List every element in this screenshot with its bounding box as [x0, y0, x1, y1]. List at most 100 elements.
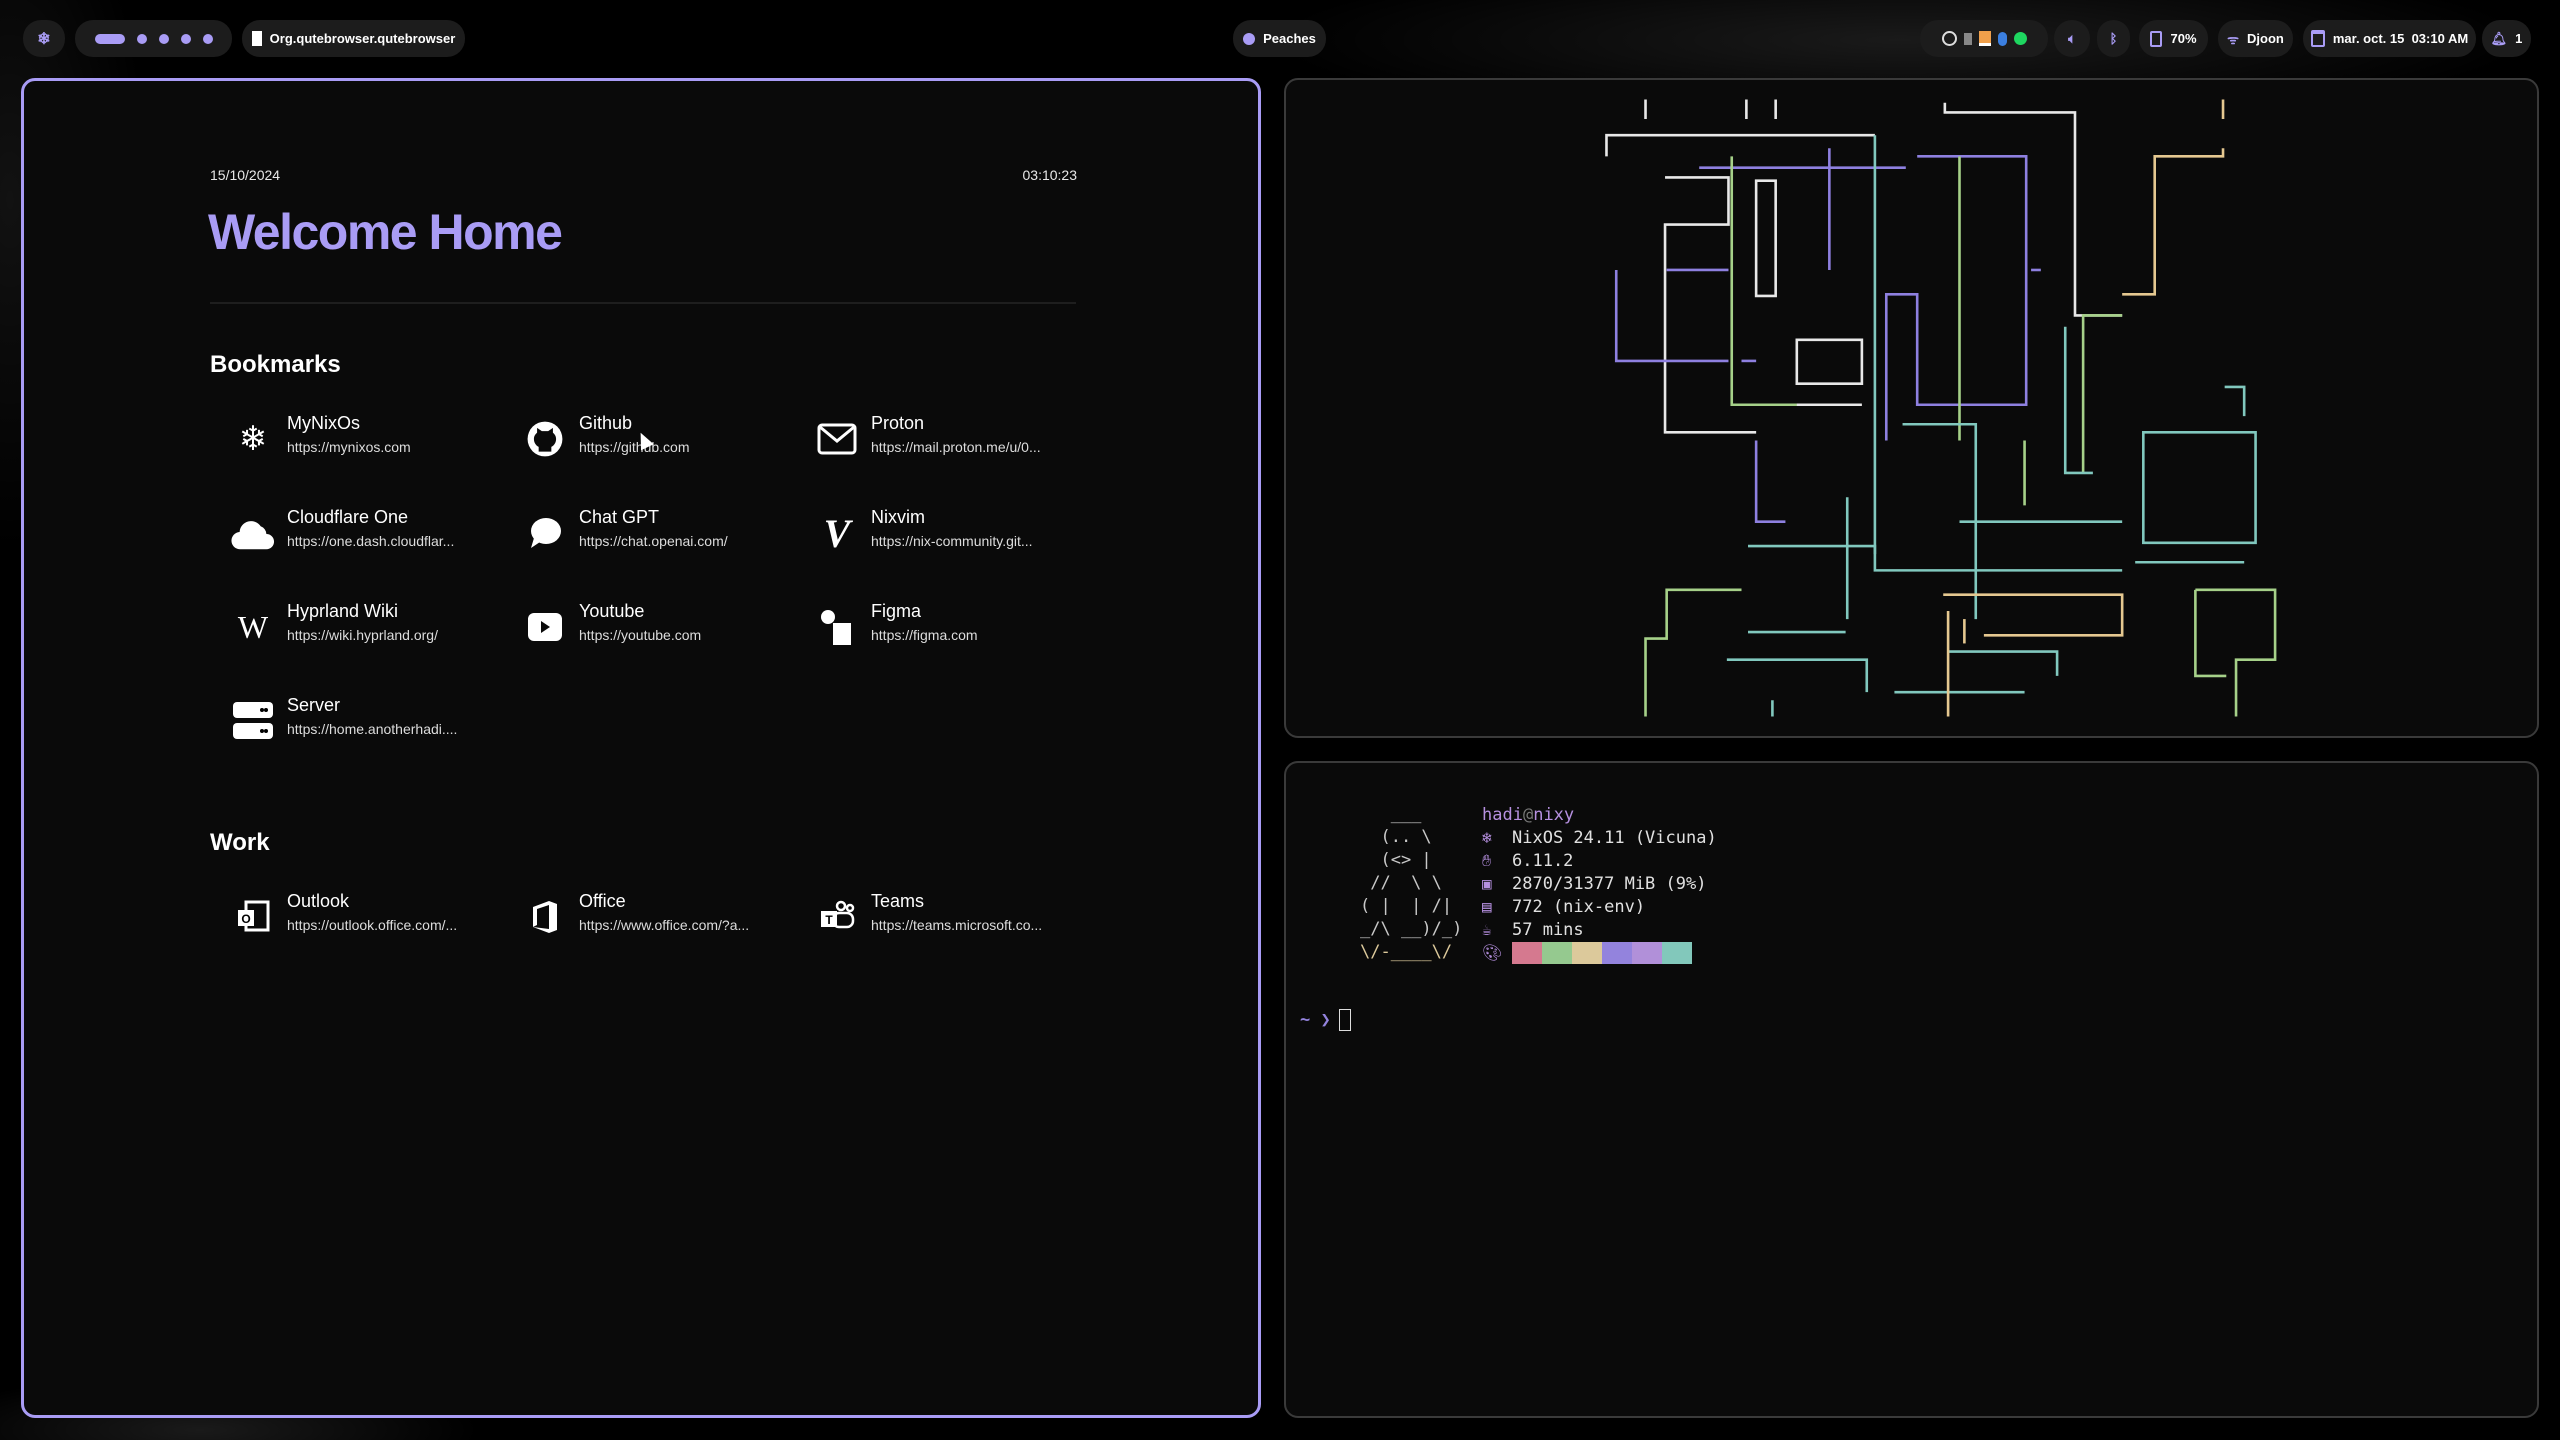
bookmark-figma[interactable]: Figma https://figma.com [815, 601, 1095, 661]
volume-button[interactable]: 🔈︎ [2054, 20, 2090, 57]
bookmark-name: MyNixOs [287, 413, 360, 433]
media-title: Peaches [1263, 31, 1316, 46]
bookmark-name: Office [579, 891, 626, 911]
workspace-4-button[interactable] [180, 33, 191, 44]
github-icon [523, 417, 567, 461]
ascii-line: \/-____\/ [1360, 942, 1453, 962]
hostname: nixy [1533, 804, 1575, 825]
bluetooth-button[interactable]: ᛒ [2097, 20, 2130, 57]
divider [210, 302, 1076, 304]
mail-icon [815, 417, 859, 461]
bookmark-url: https://nix-community.git... [871, 533, 1033, 549]
pipes-yellow [1943, 99, 2225, 717]
shell-prompt: ~ ❯ [1300, 1010, 1331, 1030]
bookmark-mynixos[interactable]: ❄ MyNixOs https://mynixos.com [231, 413, 511, 473]
info-row: ☕︎ 57 mins [1482, 918, 1584, 941]
system-tray [1920, 20, 2048, 57]
pipes-purple [1614, 148, 2041, 523]
ascii-line: (.. \ [1360, 827, 1432, 847]
color-palette: 🎨︎ [1482, 941, 1692, 964]
browser-window[interactable]: 15/10/2024 03:10:23 Welcome Home Bookmar… [21, 78, 1261, 1418]
wikipedia-icon: W [237, 608, 269, 645]
bookmark-github[interactable]: Github https://github.com [523, 413, 803, 473]
window-title-text: Org.qutebrowser.qutebrowser [269, 31, 456, 46]
outlook-icon: O [231, 895, 275, 939]
kernel-icon: ✋︎ [1482, 850, 1492, 870]
bookmark-nixvim[interactable]: V Nixvim https://nix-community.git... [815, 507, 1095, 567]
launcher-button[interactable]: ❄ [23, 20, 65, 57]
ascii-line: (<> | [1360, 850, 1432, 870]
username: hadi [1482, 804, 1523, 825]
disc-icon[interactable] [1941, 31, 1957, 46]
spotify-icon[interactable] [2013, 32, 2027, 45]
wifi-indicator[interactable]: ᯤ Djoon [2218, 20, 2293, 57]
bookmark-url: https://github.com [579, 439, 690, 455]
nix-snowflake-icon: ❄ [1482, 828, 1492, 847]
office-icon [523, 895, 567, 939]
ascii-line: ___ [1360, 804, 1422, 824]
bookmark-youtube[interactable]: Youtube https://youtube.com [523, 601, 803, 661]
color-swatch [1572, 941, 1602, 964]
workspace-1-button[interactable] [94, 33, 125, 44]
bookmark-name: Hyprland Wiki [287, 601, 399, 621]
drive-icon[interactable] [1978, 31, 1991, 46]
bookmark-hyprland-wiki[interactable]: W Hyprland Wiki https://wiki.hyprland.org/ [231, 601, 511, 661]
notifications-button[interactable]: 🔔︎ 1 [2482, 20, 2531, 57]
bookmark-name: Outlook [287, 891, 350, 911]
prompt-line[interactable]: ~ ❯ [1300, 1009, 1351, 1031]
nix-snowflake-icon: ❄ [37, 30, 51, 48]
color-swatch [1602, 941, 1632, 964]
memory-chip-icon: ▣ [1482, 874, 1492, 893]
bluetooth-icon[interactable] [1997, 31, 2007, 46]
bluetooth-icon: ᛒ [2109, 31, 2118, 46]
pipes-animation [1605, 99, 2277, 717]
nix-snowflake-icon: ❄ [238, 420, 268, 458]
palette-icon: 🎨︎ [1482, 943, 1503, 962]
bookmark-name: Server [287, 695, 341, 715]
color-swatch [1632, 941, 1662, 964]
time: 03:10:23 [1022, 167, 1078, 183]
info-row: ▤ 772 (nix-env) [1482, 895, 1645, 918]
bookmark-name: Teams [871, 891, 925, 911]
ascii-line: _/\ __)/_) [1360, 919, 1463, 939]
pipes-green [1644, 156, 2277, 717]
info-row: ▣ 2870/31377 MiB (9%) [1482, 872, 1706, 895]
pipes-white [1605, 99, 2123, 434]
bookmark-url: https://chat.openai.com/ [579, 533, 728, 549]
workspace-5-button[interactable] [202, 33, 213, 44]
keepassxc-icon[interactable] [1963, 32, 1972, 45]
bookmark-proton[interactable]: Proton https://mail.proton.me/u/0... [815, 413, 1095, 473]
clock[interactable]: mar. oct. 15 03:10 AM [2303, 20, 2476, 57]
bookmark-name: Figma [871, 601, 922, 621]
info-text: 57 mins [1512, 919, 1584, 940]
terminal-window[interactable]: ___ (.. \ (<> | // \ \ ( | | /| _/\ __)/_)… [1284, 761, 2539, 1418]
bookmark-name: Youtube [579, 601, 645, 621]
bookmark-url: https://teams.microsoft.co... [871, 917, 1043, 933]
bookmark-server[interactable]: Server https://home.anotherhadi.... [231, 695, 511, 755]
section-heading: Work [210, 829, 270, 856]
bookmark-outlook[interactable]: O Outlook https://outlook.office.com/... [231, 891, 511, 951]
workspace-2-button[interactable] [136, 33, 147, 44]
pipes-terminal-window[interactable] [1284, 78, 2539, 738]
bookmark-name: Github [579, 413, 633, 433]
workspace-3-button[interactable] [158, 33, 169, 44]
battery-indicator[interactable]: 70% [2139, 20, 2208, 57]
media-player[interactable]: Peaches [1233, 20, 1326, 57]
date: 15/10/2024 [210, 167, 281, 183]
svg-text:O: O [241, 912, 250, 926]
info-row: ❄ NixOS 24.11 (Vicuna) [1482, 826, 1717, 849]
section-heading: Bookmarks [210, 351, 341, 378]
bookmark-url: https://one.dash.cloudflar... [287, 533, 455, 549]
color-swatch [1512, 941, 1542, 964]
bookmark-office[interactable]: Office https://www.office.com/?a... [523, 891, 803, 951]
battery-text: 70% [2170, 31, 2197, 46]
page-title: Welcome Home [208, 204, 563, 260]
info-text: 2870/31377 MiB (9%) [1512, 873, 1707, 894]
server-icon [231, 699, 275, 743]
bookmark-cloudflare-one[interactable]: Cloudflare One https://one.dash.cloudflar… [231, 507, 511, 567]
bookmark-teams[interactable]: T Teams https://teams.microsoft.co... [815, 891, 1095, 951]
bookmark-chat-gpt[interactable]: Chat GPT https://chat.openai.com/ [523, 507, 803, 567]
color-swatch [1662, 941, 1692, 964]
vim-icon: V [823, 510, 851, 556]
nixos-ascii-logo: ___ (.. \ (<> | // \ \ ( | | /| _/\ __)/_)… [1360, 803, 1462, 964]
